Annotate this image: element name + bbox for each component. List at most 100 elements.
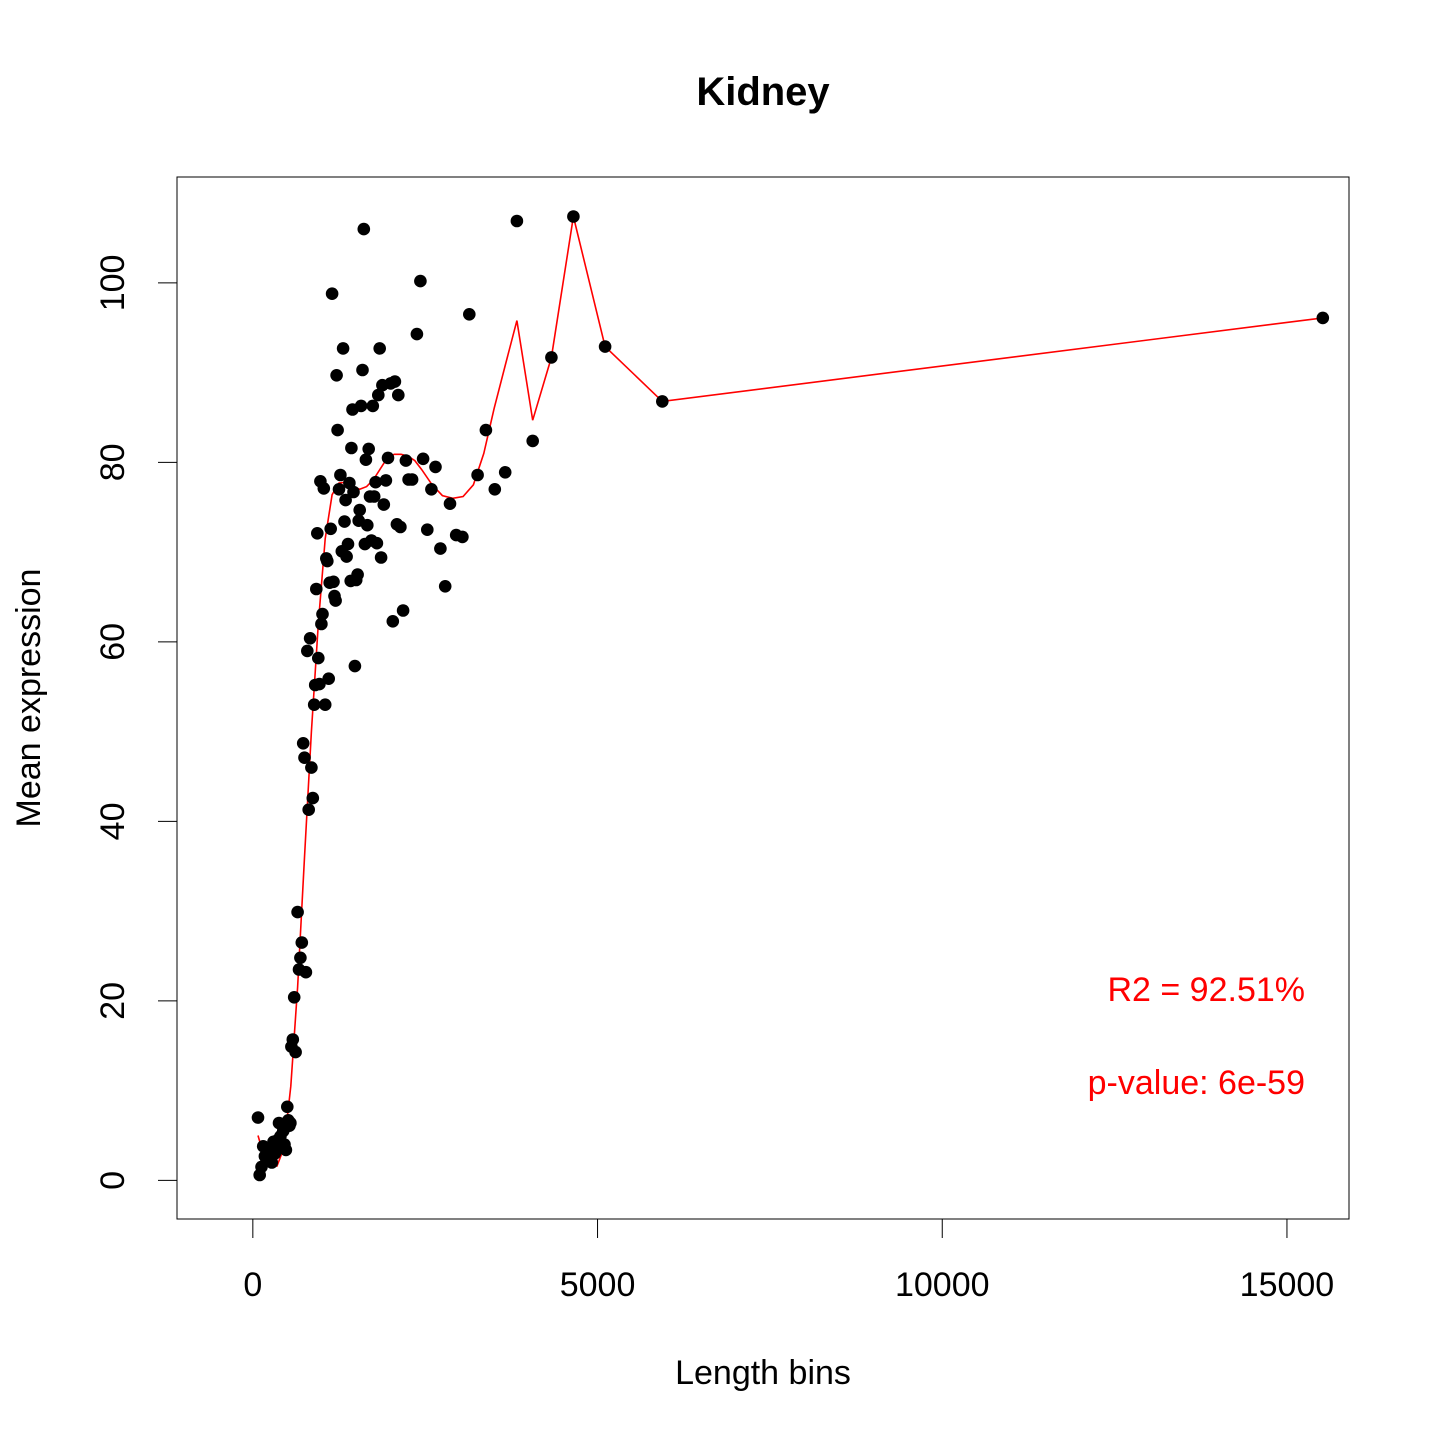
data-point — [327, 575, 340, 589]
data-point — [405, 473, 419, 486]
data-point — [374, 551, 388, 564]
x-axis: 0 5000 10000 15000 — [243, 1218, 1334, 1304]
data-point — [656, 395, 669, 408]
data-point — [526, 434, 539, 448]
data-point — [338, 515, 351, 528]
data-point — [331, 423, 344, 437]
data-point — [510, 214, 524, 228]
y-tick-label: 20 — [94, 982, 132, 1020]
data-point — [392, 388, 405, 402]
data-point — [322, 672, 336, 685]
data-point — [367, 490, 381, 503]
y-tick-label: 0 — [94, 1171, 132, 1190]
y-axis-label: Mean expression — [10, 569, 48, 828]
data-point — [339, 493, 352, 507]
data-point — [305, 761, 318, 774]
data-point — [353, 503, 367, 517]
data-point — [379, 474, 393, 487]
data-point — [298, 751, 311, 764]
data-point — [362, 442, 376, 456]
data-point — [429, 460, 442, 474]
data-point — [369, 475, 382, 489]
data-point — [354, 399, 368, 413]
data-point — [341, 537, 355, 551]
data-point — [299, 965, 313, 979]
data-point — [334, 468, 347, 482]
data-point — [286, 1033, 300, 1046]
y-axis: 0 20 40 60 80 100 — [94, 255, 178, 1190]
data-point — [438, 580, 452, 593]
data-point — [347, 485, 360, 499]
data-point — [357, 222, 371, 236]
data-point — [373, 342, 387, 355]
x-tick-label: 10000 — [895, 1266, 990, 1304]
data-point — [310, 582, 323, 596]
data-point — [498, 466, 512, 479]
data-point — [301, 644, 314, 658]
x-tick-label: 0 — [243, 1266, 262, 1304]
data-point — [396, 604, 410, 617]
data-point — [463, 308, 476, 321]
data-point — [370, 536, 384, 550]
data-points — [251, 210, 1330, 1182]
data-point — [434, 542, 447, 555]
data-point — [303, 632, 317, 645]
data-point — [316, 607, 329, 621]
data-point — [289, 1045, 302, 1059]
data-point — [311, 527, 324, 540]
data-point — [329, 594, 342, 607]
data-point — [410, 327, 424, 341]
y-tick-label: 80 — [94, 443, 132, 481]
data-point — [348, 659, 362, 673]
data-point — [443, 497, 457, 511]
data-point — [279, 1143, 293, 1157]
y-tick-label: 60 — [94, 623, 132, 661]
data-point — [366, 399, 380, 413]
data-point — [351, 568, 364, 581]
data-point — [416, 452, 430, 466]
data-point — [294, 951, 307, 965]
data-point — [336, 342, 350, 355]
data-point — [567, 210, 580, 223]
data-point — [598, 340, 612, 353]
data-point — [313, 677, 326, 691]
x-axis-label: Length bins — [675, 1354, 851, 1392]
data-point — [340, 550, 353, 563]
data-point — [330, 369, 343, 382]
data-point — [372, 388, 385, 402]
data-point — [425, 483, 438, 496]
data-point — [318, 698, 332, 711]
data-point — [321, 554, 334, 568]
data-point — [306, 791, 320, 805]
r2-annotation: R2 = 92.51% — [1107, 971, 1305, 1009]
data-point — [312, 651, 325, 665]
data-point — [421, 523, 434, 536]
data-point — [545, 351, 558, 364]
data-point — [361, 518, 374, 532]
data-point — [295, 936, 309, 949]
data-point — [284, 1116, 297, 1130]
data-point — [1316, 311, 1330, 325]
data-point — [291, 905, 304, 919]
data-point — [317, 482, 331, 495]
data-point — [456, 530, 469, 544]
data-point — [281, 1100, 294, 1114]
data-point — [471, 468, 484, 482]
data-point — [287, 991, 301, 1004]
data-point — [399, 454, 413, 467]
data-point — [325, 287, 339, 301]
y-tick-label: 40 — [94, 802, 132, 840]
data-point — [394, 520, 407, 534]
data-point — [414, 274, 427, 288]
y-tick-label: 100 — [94, 255, 132, 312]
pvalue-annotation: p-value: 6e-59 — [1088, 1064, 1305, 1102]
data-point — [356, 363, 369, 377]
data-point — [324, 522, 338, 536]
data-point — [377, 498, 391, 511]
x-tick-label: 5000 — [560, 1266, 636, 1304]
data-point — [296, 737, 310, 750]
data-point — [381, 451, 395, 465]
data-point — [315, 617, 328, 631]
data-point — [488, 483, 502, 496]
